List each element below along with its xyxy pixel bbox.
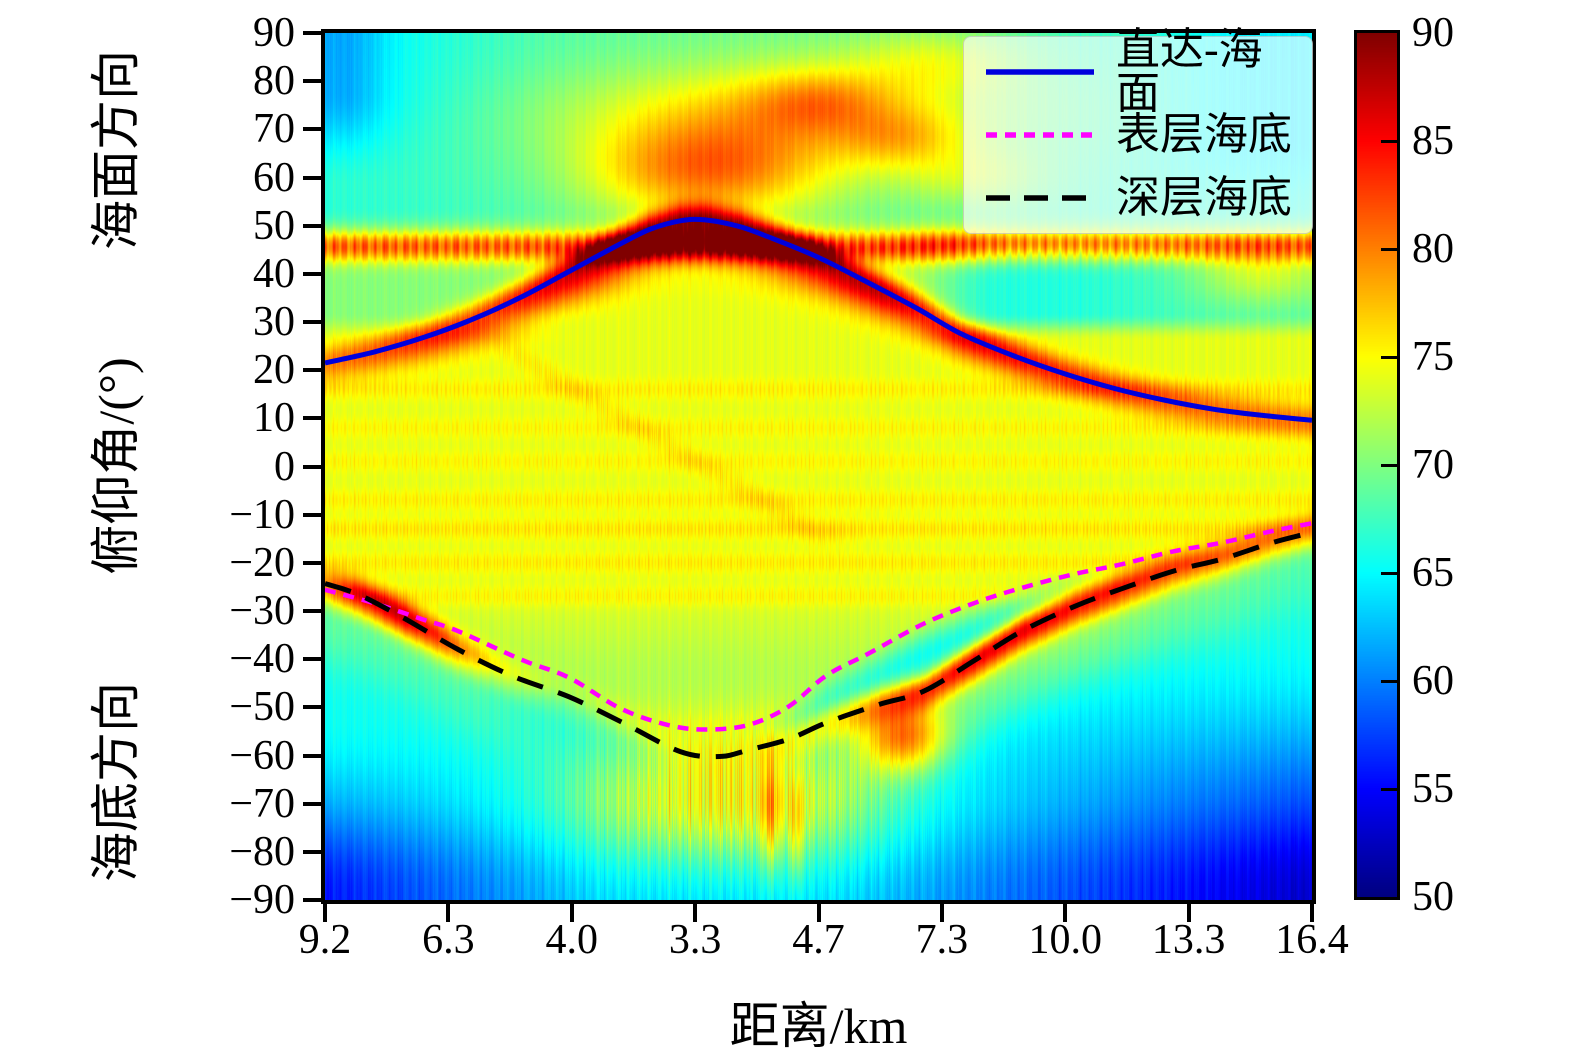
legend-line-dashed-icon (986, 194, 1094, 201)
x-tick-label: 9.2 (298, 917, 352, 963)
y-tick-label: −40 (229, 636, 295, 683)
y-tick (303, 753, 321, 758)
y-tick (303, 705, 321, 710)
y-tick-label: −30 (229, 588, 295, 634)
y-tick-label: 20 (253, 347, 295, 394)
x-tick (939, 904, 944, 922)
legend-line-dotted-icon (986, 132, 1094, 138)
y-tick (303, 801, 321, 806)
y-tick (303, 464, 321, 469)
y-tick (303, 31, 321, 35)
y-axis-label-lower: 海底方向 (88, 682, 144, 882)
y-tick-label: 80 (253, 58, 295, 105)
y-tick-label: −90 (229, 877, 295, 923)
x-tick-label: 4.7 (792, 917, 845, 963)
y-tick-label: 30 (253, 299, 295, 345)
x-tick (446, 904, 451, 922)
legend-item-deep-seabed: 深层海底 (984, 168, 1306, 228)
y-tick (303, 368, 321, 373)
colorbar-tick-label: 80 (1412, 226, 1454, 272)
y-axis-label-upper: 海面方向 (88, 50, 144, 250)
x-tick (569, 904, 574, 922)
y-axis-label: 俯仰角/(°) (88, 357, 144, 575)
y-tick-label: 90 (253, 10, 295, 56)
colorbar-tick-label: 65 (1412, 550, 1454, 596)
x-tick (1186, 904, 1191, 922)
x-tick (323, 904, 327, 922)
y-tick-label: −80 (229, 828, 295, 875)
x-tick-label: 6.3 (422, 917, 475, 963)
colorbar-tick (1381, 247, 1397, 251)
x-tick-label: 13.3 (1151, 917, 1226, 963)
y-tick (303, 271, 321, 276)
x-tick (1063, 904, 1068, 922)
x-tick-label: 10.0 (1028, 917, 1103, 963)
colorbar-tick-label: 70 (1412, 442, 1454, 488)
x-tick-label: 3.3 (668, 917, 722, 963)
legend: 直达-海面 表层海底 深层海底 (963, 28, 1313, 234)
x-tick-label: 16.4 (1275, 917, 1349, 963)
colorbar-tick (1381, 787, 1397, 791)
y-tick-label: −60 (229, 732, 295, 779)
legend-item-direct: 直达-海面 (984, 28, 1306, 116)
y-tick-label: 40 (253, 250, 295, 297)
y-tick-label: 70 (253, 106, 295, 153)
colorbar-tick (1381, 139, 1397, 143)
legend-label: 深层海底 (1116, 172, 1292, 222)
x-axis-label: 距离/km (729, 998, 908, 1054)
y-tick (303, 79, 321, 84)
colorbar-tick (1381, 571, 1397, 575)
y-tick (303, 898, 321, 902)
y-tick-label: 50 (253, 202, 295, 249)
colorbar-tick-label: 60 (1412, 658, 1454, 704)
y-tick (303, 223, 321, 228)
colorbar-tick (1381, 355, 1397, 359)
colorbar-tick-label: 90 (1412, 10, 1454, 56)
y-tick (303, 175, 321, 180)
y-tick-label: −10 (229, 491, 295, 538)
y-tick (303, 609, 321, 613)
y-tick (303, 849, 321, 854)
x-tick (816, 904, 821, 922)
legend-label: 直达-海面 (1116, 25, 1263, 119)
colorbar-tick-label: 85 (1412, 118, 1454, 164)
y-tick (303, 657, 321, 662)
y-tick (303, 320, 321, 324)
x-tick-label: 7.3 (915, 917, 969, 963)
y-tick-label: 60 (253, 154, 295, 201)
colorbar-tick-label: 50 (1412, 874, 1454, 920)
colorbar-tick-label: 75 (1412, 334, 1454, 380)
y-tick-label: −70 (229, 780, 295, 827)
y-tick-label: −20 (229, 539, 295, 586)
y-tick (303, 127, 321, 132)
legend-item-shallow-seabed: 表层海底 (984, 105, 1306, 165)
colorbar-tick (1381, 463, 1397, 467)
y-tick-label: 10 (253, 395, 295, 442)
colorbar-tick (1381, 679, 1397, 683)
y-tick (303, 416, 321, 421)
y-tick (303, 512, 321, 517)
y-tick-label: −50 (229, 684, 295, 731)
colorbar-tick-label: 55 (1412, 766, 1454, 812)
y-tick-label: 0 (274, 443, 295, 490)
y-tick (303, 560, 321, 565)
x-tick (693, 904, 698, 922)
x-tick (1310, 904, 1314, 922)
x-tick-label: 4.0 (545, 917, 599, 963)
legend-label: 表层海底 (1116, 109, 1292, 159)
legend-line-solid-icon (986, 69, 1094, 76)
